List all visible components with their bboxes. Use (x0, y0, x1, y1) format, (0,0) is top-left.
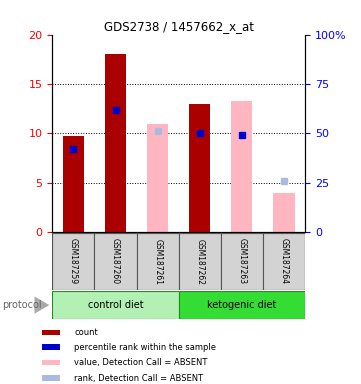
Text: count: count (74, 328, 98, 337)
Bar (263, 233, 305, 290)
Bar (231, 101, 252, 232)
Bar (43, 360, 60, 365)
Bar (221, 233, 263, 290)
Text: percentile rank within the sample: percentile rank within the sample (74, 343, 216, 351)
Bar (43, 376, 60, 381)
Bar (95, 233, 136, 290)
Text: protocol: protocol (2, 300, 42, 310)
Title: GDS2738 / 1457662_x_at: GDS2738 / 1457662_x_at (104, 20, 254, 33)
Text: GSM187262: GSM187262 (195, 238, 204, 285)
Text: ketogenic diet: ketogenic diet (207, 300, 277, 310)
Bar (179, 291, 305, 319)
Text: GSM187260: GSM187260 (111, 238, 120, 285)
Bar (274, 193, 295, 232)
Bar (52, 291, 179, 319)
Text: rank, Detection Call = ABSENT: rank, Detection Call = ABSENT (74, 374, 203, 382)
Bar (52, 233, 95, 290)
Polygon shape (35, 296, 49, 314)
Text: GSM187263: GSM187263 (238, 238, 246, 285)
Bar (63, 136, 84, 232)
Bar (189, 104, 210, 232)
Bar (43, 344, 60, 350)
Bar (136, 233, 179, 290)
Text: control diet: control diet (88, 300, 143, 310)
Text: value, Detection Call = ABSENT: value, Detection Call = ABSENT (74, 358, 208, 367)
Text: GSM187261: GSM187261 (153, 238, 162, 285)
Bar (105, 55, 126, 232)
Bar (43, 330, 60, 336)
Text: GSM187259: GSM187259 (69, 238, 78, 285)
Text: GSM187264: GSM187264 (279, 238, 288, 285)
Bar (147, 124, 168, 232)
Bar (179, 233, 221, 290)
